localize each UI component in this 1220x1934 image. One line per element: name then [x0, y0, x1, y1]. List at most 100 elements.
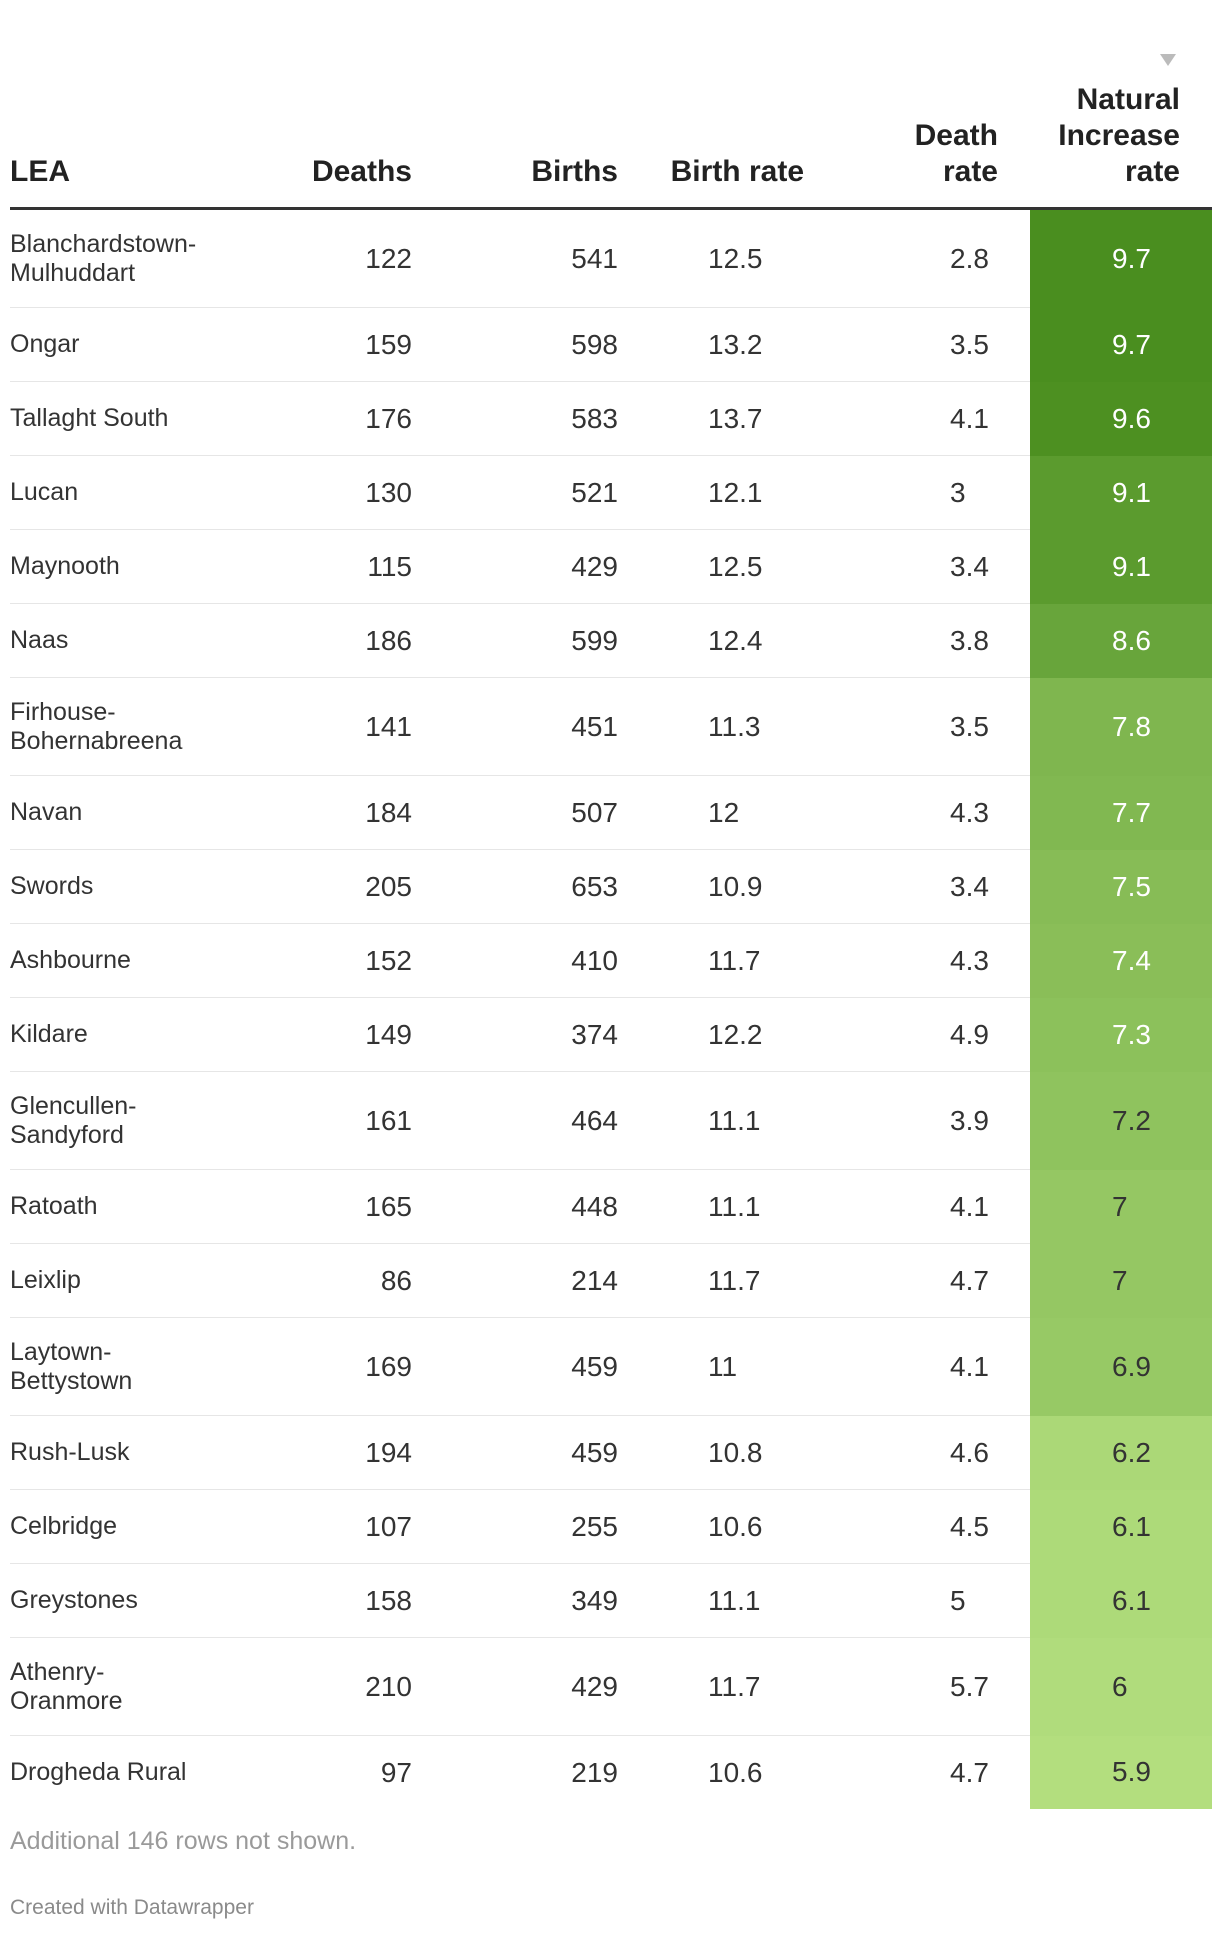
cell-natural-increase-rate: 8.6: [1030, 603, 1212, 678]
cell-natural-increase-rate: 5.9: [1030, 1735, 1212, 1809]
cell-natural-increase-rate: 6: [1030, 1637, 1212, 1736]
lea-name-line: Sandyford: [10, 1120, 124, 1149]
cell-births: 464: [422, 1071, 632, 1170]
cell-natural-increase-rate: 9.7: [1030, 307, 1212, 382]
table-row: Ratoath 165 448 11.1 4.1 7: [10, 1169, 1212, 1244]
cell-lea: Leixlip: [10, 1243, 252, 1318]
cell-births: 410: [422, 923, 632, 998]
table-row: Blanchardstown- Mulhuddart 122 541 12.5 2.8 9.…: [10, 208, 1212, 308]
cell-natural-increase-rate: 9.1: [1030, 455, 1212, 530]
cell-birth-rate: 13.2: [632, 307, 812, 382]
cell-birth-rate: 12.2: [632, 997, 812, 1072]
cell-deaths: 165: [252, 1169, 422, 1244]
cell-deaths: 169: [252, 1317, 422, 1416]
cell-deaths: 115: [252, 529, 422, 604]
lea-name-line: Tallaght South: [10, 404, 169, 432]
cell-natural-increase-rate: 9.1: [1030, 529, 1212, 604]
cell-death-rate: 4.3: [812, 923, 1030, 998]
lea-name-line: Bettystown: [10, 1366, 133, 1395]
cell-births: 214: [422, 1243, 632, 1318]
column-header-death-rate[interactable]: Death rate: [812, 0, 1030, 210]
column-header-deaths[interactable]: Deaths: [252, 0, 422, 210]
lea-name-line: Greystones: [10, 1586, 138, 1614]
cell-birth-rate: 11.1: [632, 1563, 812, 1638]
cell-births: 541: [422, 208, 632, 308]
cell-birth-rate: 12.5: [632, 529, 812, 604]
cell-births: 599: [422, 603, 632, 678]
lea-name-line: Laytown-: [10, 1337, 112, 1366]
cell-births: 451: [422, 677, 632, 776]
cell-birth-rate: 11: [632, 1317, 812, 1416]
cell-death-rate: 5.7: [812, 1637, 1030, 1736]
table-row: Athenry- Oranmore 210 429 11.7 5.7 6: [10, 1637, 1212, 1736]
cell-births: 653: [422, 849, 632, 924]
cell-death-rate: 4.1: [812, 1317, 1030, 1416]
cell-lea: Swords: [10, 849, 252, 924]
cell-natural-increase-rate: 7: [1030, 1243, 1212, 1318]
lea-name-line: Naas: [10, 626, 69, 654]
lea-name-line: Lucan: [10, 478, 79, 506]
cell-natural-increase-rate: 9.6: [1030, 381, 1212, 456]
cell-natural-increase-rate: 7.5: [1030, 849, 1212, 924]
cell-deaths: 122: [252, 208, 422, 308]
cell-deaths: 86: [252, 1243, 422, 1318]
data-table: LEA Deaths Births Birth rate Death rate N…: [10, 0, 1212, 1809]
cell-deaths: 97: [380, 1756, 412, 1788]
header-label-line: rate: [942, 155, 998, 188]
cell-deaths: 176: [252, 381, 422, 456]
cell-births: 598: [422, 307, 632, 382]
lea-name-line: Mulhuddart: [10, 258, 136, 287]
column-header-lea[interactable]: LEA: [10, 0, 252, 210]
column-header-natural-increase-rate[interactable]: Natural Increase rate: [1030, 0, 1212, 210]
cell-deaths: 159: [252, 307, 422, 382]
cell-lea: Maynooth: [10, 529, 252, 604]
table-row: Swords 205 653 10.9 3.4 7.5: [10, 849, 1212, 924]
table-row: Laytown- Bettystown 169 459 11 4.1 6.9: [10, 1317, 1212, 1416]
cell-natural-increase-rate: 7.2: [1030, 1071, 1212, 1170]
cell-births: 459: [422, 1317, 632, 1416]
cell-death-rate: 4.9: [812, 997, 1030, 1072]
cell-births: 448: [422, 1169, 632, 1244]
cell-birth-rate: 10.6: [708, 1756, 763, 1788]
table-row: Greystones 158 349 11.1 5 6.1: [10, 1563, 1212, 1638]
cell-death-rate: 5: [812, 1563, 1030, 1638]
table-row: Ongar 159 598 13.2 3.5 9.7: [10, 307, 1212, 382]
cell-lea: Greystones: [10, 1563, 252, 1638]
table-row: Maynooth 115 429 12.5 3.4 9.1: [10, 529, 1212, 604]
cell-natural-increase-rate: 6.1: [1030, 1563, 1212, 1638]
column-header-birth-rate[interactable]: Birth rate: [632, 0, 812, 210]
cell-death-rate: 3.9: [812, 1071, 1030, 1170]
column-header-births[interactable]: Births: [422, 0, 632, 210]
lea-name-line: Rush-Lusk: [10, 1438, 130, 1466]
table-row: Lucan 130 521 12.1 3 9.1: [10, 455, 1212, 530]
cell-births: 349: [422, 1563, 632, 1638]
cell-births: 374: [422, 997, 632, 1072]
rows-not-shown-note: Additional 146 rows not shown.: [10, 1827, 357, 1855]
header-label-line: rate: [1124, 155, 1180, 188]
cell-birth-rate: 12.1: [632, 455, 812, 530]
sort-descending-icon[interactable]: [1160, 54, 1176, 66]
lea-name-line: Leixlip: [10, 1266, 81, 1294]
header-label-line: Increase: [1058, 119, 1180, 152]
cell-births: 459: [422, 1415, 632, 1490]
table-row: Kildare 149 374 12.2 4.9 7.3: [10, 997, 1212, 1072]
cell-deaths: 130: [252, 455, 422, 530]
cell-births: 255: [422, 1489, 632, 1564]
table-row: Rush-Lusk 194 459 10.8 4.6 6.2: [10, 1415, 1212, 1490]
cell-death-rate: 4.1: [812, 1169, 1030, 1244]
header-label-line: Birth rate: [670, 155, 804, 188]
header-label-line: Death: [914, 119, 998, 152]
cell-births: 521: [422, 455, 632, 530]
lea-name-line: Celbridge: [10, 1512, 118, 1540]
header-label-line: Natural: [1076, 83, 1180, 116]
cell-lea: Navan: [10, 775, 252, 850]
cell-lea: Firhouse- Bohernabreena: [10, 677, 252, 776]
cell-lea: Drogheda Rural: [10, 1736, 252, 1810]
cell-births: 429: [422, 1637, 632, 1736]
cell-natural-increase-rate: 7.8: [1030, 677, 1212, 776]
cell-death-rate: 3.8: [812, 603, 1030, 678]
cell-deaths: 205: [252, 849, 422, 924]
cell-natural-increase-rate: 6.9: [1030, 1317, 1212, 1416]
cell-death-rate: 4.5: [812, 1489, 1030, 1564]
lea-name-line: Ongar: [10, 330, 80, 358]
